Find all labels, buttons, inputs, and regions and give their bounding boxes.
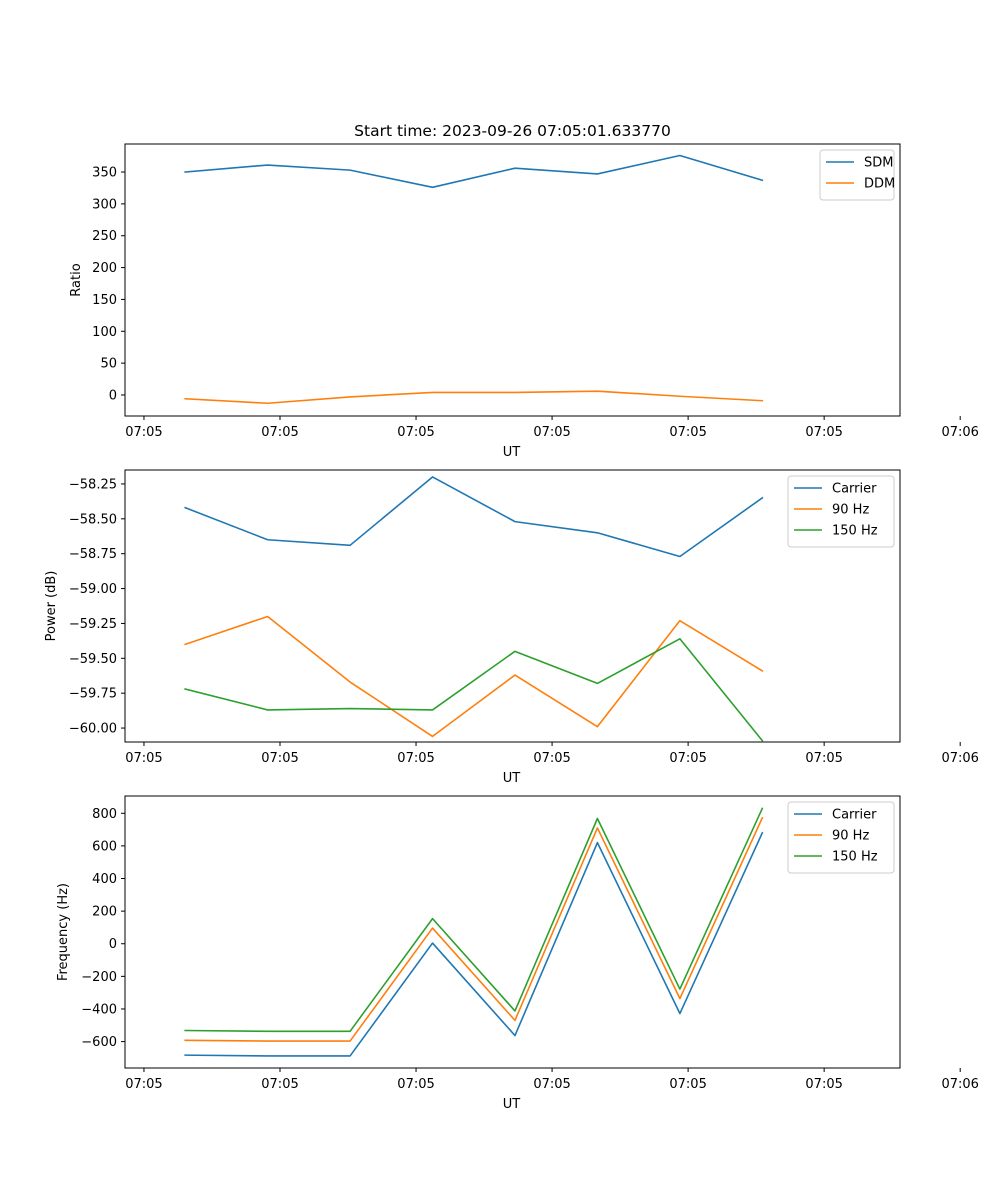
legend: SDM DDM [819, 149, 895, 201]
x-tick-label: 07:05 [533, 1077, 570, 1092]
series-line-carrier [184, 476, 764, 558]
x-tick-label: 07:05 [669, 1077, 706, 1092]
series-line-ddm [184, 390, 764, 405]
chart-title: Start time: 2023-09-26 07:05:01.633770 [354, 122, 671, 140]
y-axis-label: Ratio [69, 263, 84, 296]
x-tick-label: 07:05 [125, 751, 162, 766]
x-tick-label: 07:05 [125, 1077, 162, 1092]
x-tick-label: 07:05 [261, 751, 298, 766]
y-tick-label: −59.00 [69, 582, 117, 597]
y-tick-label: 300 [92, 197, 117, 212]
y-tick-label: 200 [92, 261, 117, 276]
series-lines [184, 807, 764, 1057]
y-tick-label: 350 [92, 166, 117, 181]
panels: 07:05 07:05 07:05 07:05 07:05 07:05 07:06 0 50 10… [44, 122, 979, 1112]
legend: Carrier 90 Hz 150 Hz [787, 475, 895, 548]
x-tick-label: 07:06 [941, 751, 978, 766]
series-line-90-hz [184, 816, 764, 1042]
legend-label: Carrier [832, 482, 877, 497]
x-axis-label: UT [503, 771, 521, 786]
series-line-150-hz [184, 637, 764, 742]
x-tick-label: 07:05 [533, 751, 570, 766]
x-axis-label: UT [503, 445, 521, 460]
axes-frame [124, 795, 901, 1069]
legend-label: 150 Hz [832, 850, 878, 865]
x-tick-label: 07:05 [669, 751, 706, 766]
y-tick-label: 400 [92, 872, 117, 887]
panel-1: 07:05 07:05 07:05 07:05 07:05 07:05 07:06 0 50 10… [69, 122, 979, 460]
series-line-sdm [184, 154, 764, 189]
axes-frame [124, 143, 901, 417]
y-tick-label: −58.25 [69, 477, 117, 492]
y-tick-label: 0 [109, 388, 117, 403]
y-axis-label: Frequency (Hz) [56, 883, 71, 981]
x-tick-label: 07:05 [805, 1077, 842, 1092]
y-tick-label: 250 [92, 229, 117, 244]
x-tick-label: 07:05 [533, 425, 570, 440]
y-tick-label: 600 [92, 839, 117, 854]
y-tick-label: 100 [92, 325, 117, 340]
y-tick-label: −200 [81, 970, 117, 985]
x-axis-label: UT [503, 1097, 521, 1112]
series-lines [184, 476, 764, 742]
y-tick-label: 0 [109, 937, 117, 952]
x-tick-label: 07:05 [125, 425, 162, 440]
x-tick-label: 07:05 [805, 751, 842, 766]
legend-label: DDM [864, 177, 895, 192]
legend: Carrier 90 Hz 150 Hz [787, 801, 895, 874]
legend-label: 150 Hz [832, 524, 878, 539]
y-tick-label: −60.00 [69, 722, 117, 737]
legend-label: 90 Hz [832, 503, 869, 518]
x-tick-label: 07:06 [941, 1077, 978, 1092]
x-tick-label: 07:05 [261, 1077, 298, 1092]
y-tick-label: 150 [92, 293, 117, 308]
panel-3: 07:05 07:05 07:05 07:05 07:05 07:05 07:06 −600 −… [56, 795, 979, 1112]
x-tick-label: 07:05 [261, 425, 298, 440]
x-tick-label: 07:05 [397, 751, 434, 766]
y-tick-label: −59.50 [69, 652, 117, 667]
panel-2: 07:05 07:05 07:05 07:05 07:05 07:05 07:06 −60.0… [44, 469, 979, 786]
y-tick-label: −58.75 [69, 547, 117, 562]
y-tick-label: 50 [100, 357, 117, 372]
y-tick-label: 800 [92, 807, 117, 822]
y-tick-label: −400 [81, 1002, 117, 1017]
series-lines [184, 154, 764, 405]
series-line-150-hz [184, 807, 764, 1033]
y-tick-label: 200 [92, 905, 117, 920]
x-tick-label: 07:05 [397, 425, 434, 440]
x-tick-label: 07:05 [397, 1077, 434, 1092]
legend-label: 90 Hz [832, 829, 869, 844]
legend-label: Carrier [832, 808, 877, 823]
x-tick-label: 07:06 [941, 425, 978, 440]
legend-label: SDM [864, 156, 893, 171]
x-tick-label: 07:05 [805, 425, 842, 440]
y-tick-label: −59.25 [69, 617, 117, 632]
series-line-90-hz [184, 615, 764, 738]
y-tick-label: −58.50 [69, 512, 117, 527]
series-line-carrier [184, 831, 764, 1057]
axes-frame [124, 469, 901, 743]
y-axis-label: Power (dB) [44, 571, 59, 642]
y-tick-label: −59.75 [69, 687, 117, 702]
y-tick-label: −600 [81, 1035, 117, 1050]
x-tick-label: 07:05 [669, 425, 706, 440]
